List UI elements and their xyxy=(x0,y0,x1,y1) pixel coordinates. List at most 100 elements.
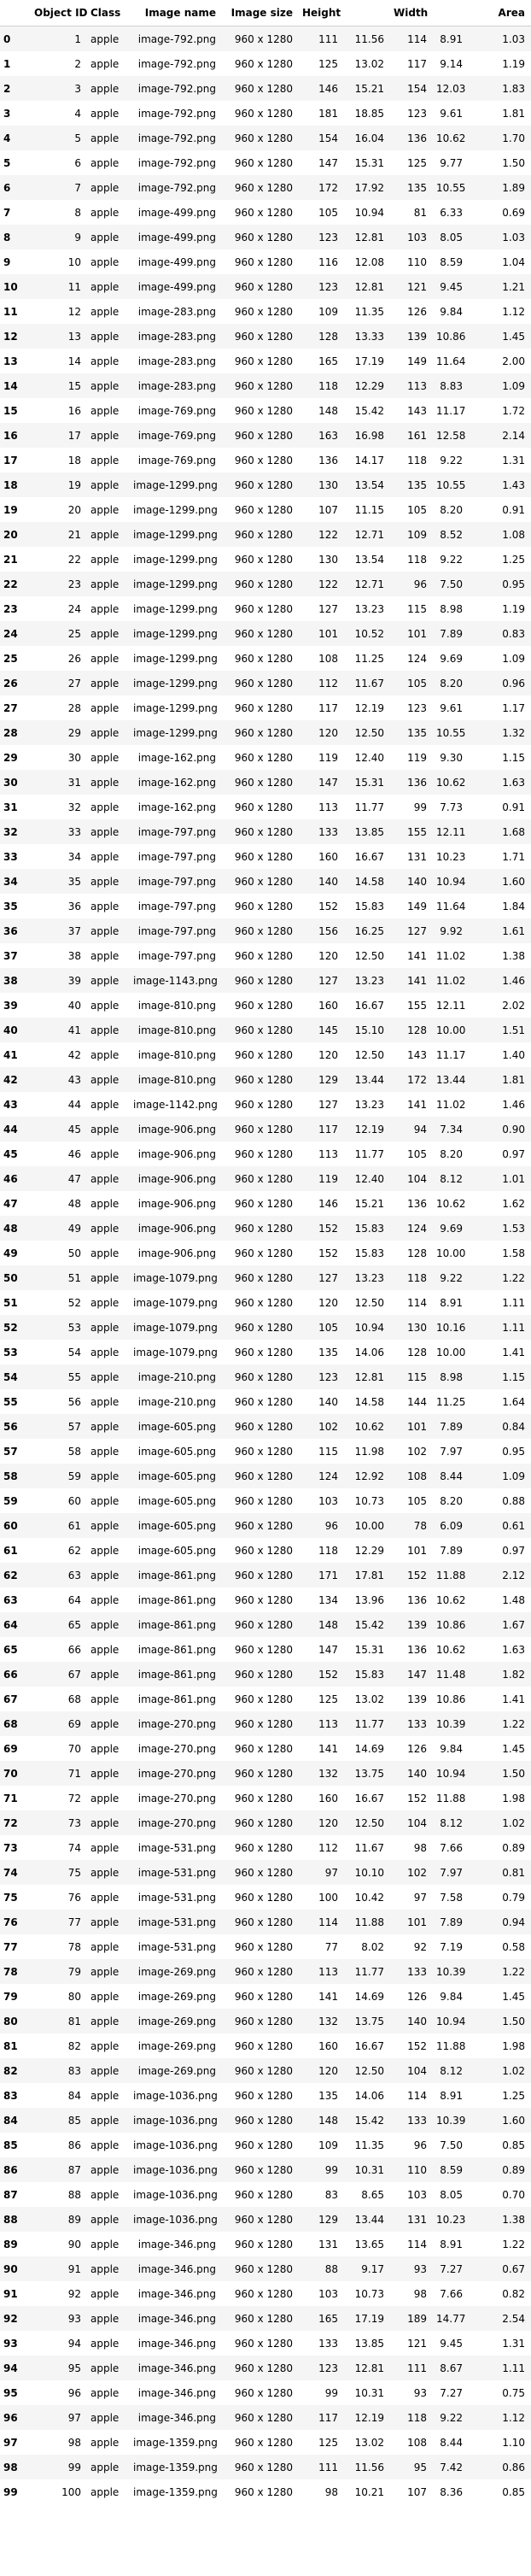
width-pct-cell: 8.52 xyxy=(440,528,463,541)
image-size-cell: 960 x 1280 xyxy=(234,404,293,417)
image-size-cell: 960 x 1280 xyxy=(234,2238,293,2250)
row-index: 73 xyxy=(3,1841,18,1854)
area-cell: 1.45 xyxy=(502,1990,525,2003)
image-name-cell: image-792.png xyxy=(137,107,216,120)
row-index: 0 xyxy=(3,32,11,45)
class-cell: apple xyxy=(90,429,120,442)
width-pct-cell: 7.27 xyxy=(440,2386,463,2399)
table-row: 52 53 apple image-1079.png 960 x 1280 105 10.9… xyxy=(0,1315,531,1340)
object-id-cell: 14 xyxy=(67,355,81,367)
width-cell: 143 xyxy=(407,1048,427,1061)
height-pct-cell: 17.92 xyxy=(354,181,384,194)
height-pct-cell: 11.77 xyxy=(354,1717,384,1730)
width-cell: 110 xyxy=(407,2163,427,2176)
area-cell: 1.22 xyxy=(502,1717,525,1730)
area-cell: 1.60 xyxy=(502,875,525,888)
image-size-cell: 960 x 1280 xyxy=(234,627,293,640)
area-cell: 1.81 xyxy=(502,1073,525,1086)
table-row: 72 73 apple image-270.png 960 x 1280 120 12.50… xyxy=(0,1810,531,1835)
image-name-cell: image-792.png xyxy=(137,57,216,70)
object-id-cell: 6 xyxy=(74,156,81,169)
height-cell: 123 xyxy=(318,2362,338,2374)
height-pct-cell: 11.25 xyxy=(354,652,384,665)
width-cell: 131 xyxy=(407,2213,427,2226)
class-cell: apple xyxy=(90,1172,120,1185)
object-id-cell: 94 xyxy=(67,2337,81,2350)
row-index: 51 xyxy=(3,1296,18,1309)
object-id-cell: 38 xyxy=(67,949,81,962)
area-cell: 0.89 xyxy=(502,2163,525,2176)
class-cell: apple xyxy=(90,1098,120,1111)
height-pct-cell: 13.54 xyxy=(354,478,384,491)
height-pct-cell: 14.69 xyxy=(354,1990,384,2003)
width-pct-cell: 9.22 xyxy=(440,553,463,566)
width-pct-cell: 9.22 xyxy=(440,1271,463,1284)
table-row: 2 3 apple image-792.png 960 x 1280 146 15.21 15… xyxy=(0,76,531,101)
object-id-cell: 60 xyxy=(67,1494,81,1507)
column-header-height-pct xyxy=(344,0,390,26)
height-cell: 181 xyxy=(318,107,338,120)
width-pct-cell: 7.89 xyxy=(440,1544,463,1557)
area-cell: 1.71 xyxy=(502,850,525,863)
image-size-cell: 960 x 1280 xyxy=(234,1494,293,1507)
table-row: 45 46 apple image-906.png 960 x 1280 113 11.77… xyxy=(0,1141,531,1166)
area-cell: 0.82 xyxy=(502,2287,525,2300)
width-cell: 140 xyxy=(407,875,427,888)
class-cell: apple xyxy=(90,1990,120,2003)
object-id-cell: 51 xyxy=(67,1271,81,1284)
height-pct-cell: 11.77 xyxy=(354,801,384,813)
width-pct-cell: 8.20 xyxy=(440,1494,463,1507)
width-pct-cell: 8.20 xyxy=(440,503,463,516)
width-pct-cell: 6.09 xyxy=(440,1519,463,1532)
image-name-cell: image-1359.png xyxy=(133,2485,218,2498)
image-name-cell: image-1299.png xyxy=(133,553,218,566)
image-size-cell: 960 x 1280 xyxy=(234,1098,293,1111)
class-cell: apple xyxy=(90,1668,120,1681)
class-cell: apple xyxy=(90,1767,120,1780)
image-name-cell: image-162.png xyxy=(137,801,216,813)
object-id-cell: 9 xyxy=(74,231,81,244)
table-row: 42 43 apple image-810.png 960 x 1280 129 13.44… xyxy=(0,1067,531,1092)
table-row: 10 11 apple image-499.png 960 x 1280 123 12.81… xyxy=(0,274,531,299)
width-pct-cell: 7.34 xyxy=(440,1123,463,1135)
image-size-cell: 960 x 1280 xyxy=(234,330,293,343)
row-index: 32 xyxy=(3,825,18,838)
table-row: 88 89 apple image-1036.png 960 x 1280 129 13.4… xyxy=(0,2207,531,2232)
class-cell: apple xyxy=(90,2337,120,2350)
height-pct-cell: 11.88 xyxy=(354,1916,384,1928)
object-id-cell: 83 xyxy=(67,2064,81,2077)
row-index: 39 xyxy=(3,999,18,1012)
width-cell: 147 xyxy=(407,1668,427,1681)
area-cell: 0.91 xyxy=(502,503,525,516)
column-header-object-id: Object ID xyxy=(31,0,87,26)
height-pct-cell: 11.77 xyxy=(354,1147,384,1160)
height-pct-cell: 10.31 xyxy=(354,2163,384,2176)
row-index: 63 xyxy=(3,1593,18,1606)
image-name-cell: image-1359.png xyxy=(133,2436,218,2449)
height-cell: 109 xyxy=(318,2139,338,2151)
height-cell: 83 xyxy=(324,2188,338,2201)
height-pct-cell: 16.67 xyxy=(354,999,384,1012)
height-pct-cell: 15.31 xyxy=(354,776,384,789)
row-index: 80 xyxy=(3,2015,18,2027)
width-cell: 172 xyxy=(407,1073,427,1086)
height-cell: 123 xyxy=(318,280,338,293)
height-pct-cell: 13.44 xyxy=(354,2213,384,2226)
image-size-cell: 960 x 1280 xyxy=(234,503,293,516)
class-cell: apple xyxy=(90,1445,120,1458)
row-index: 94 xyxy=(3,2362,18,2374)
image-name-cell: image-1299.png xyxy=(133,578,218,590)
image-name-cell: image-499.png xyxy=(137,231,216,244)
object-id-cell: 10 xyxy=(67,255,81,268)
width-pct-cell: 7.42 xyxy=(440,2461,463,2473)
object-id-cell: 40 xyxy=(67,999,81,1012)
height-cell: 103 xyxy=(318,1494,338,1507)
height-pct-cell: 10.00 xyxy=(354,1519,384,1532)
width-pct-cell: 7.66 xyxy=(440,2287,463,2300)
class-cell: apple xyxy=(90,1247,120,1259)
height-pct-cell: 16.67 xyxy=(354,850,384,863)
image-name-cell: image-346.png xyxy=(137,2362,216,2374)
class-cell: apple xyxy=(90,2238,120,2250)
row-index: 41 xyxy=(3,1048,18,1061)
area-cell: 1.98 xyxy=(502,1792,525,1804)
